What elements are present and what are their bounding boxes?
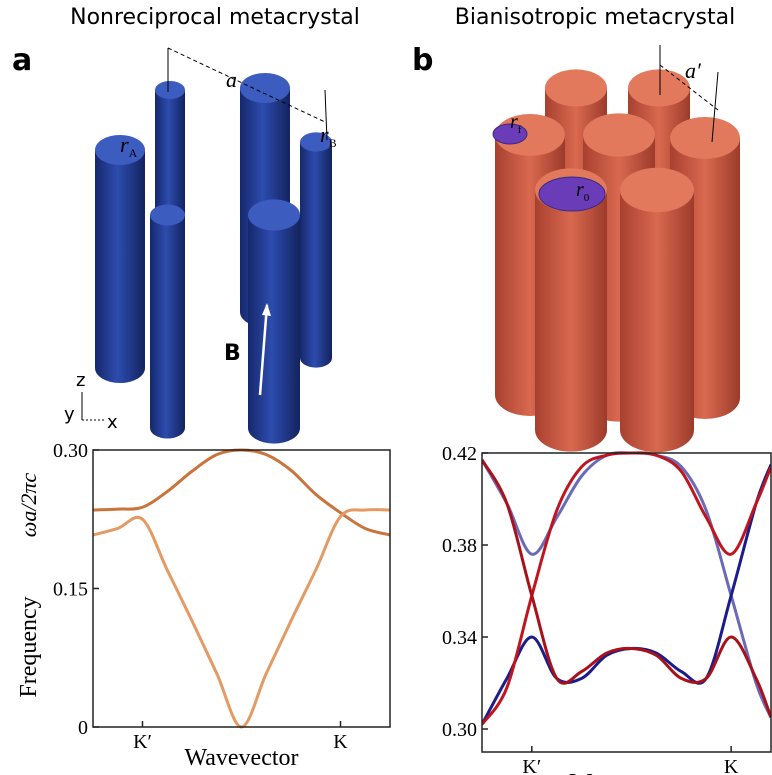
y-tick-label: 0 bbox=[78, 717, 88, 739]
x-axis-label: Wavevector bbox=[570, 770, 684, 775]
radius-label: rB bbox=[320, 122, 337, 150]
x-tick-label: K bbox=[724, 756, 739, 775]
y-axis-label: Frequency bbox=[16, 596, 42, 697]
rod-body bbox=[248, 215, 300, 428]
rod-body bbox=[150, 215, 185, 428]
symbol: r bbox=[510, 111, 518, 133]
rod-top bbox=[620, 168, 694, 212]
band-line bbox=[482, 465, 771, 725]
illustration bbox=[95, 45, 740, 452]
x-tick-label: K′ bbox=[522, 756, 541, 775]
y-tick-label: 0.30 bbox=[442, 719, 477, 741]
rod-top bbox=[150, 205, 185, 226]
subscript: f bbox=[518, 124, 522, 136]
panel-label: a bbox=[12, 43, 32, 78]
figure: a Nonreciprocal metacrystal a rA rB B z … bbox=[0, 0, 772, 775]
axis-label: x bbox=[107, 412, 118, 433]
y-tick-label: 0.34 bbox=[442, 627, 477, 649]
axis-label: y bbox=[64, 404, 75, 425]
y-tick-label: 0.42 bbox=[442, 443, 477, 465]
rod-body bbox=[535, 190, 607, 430]
y-axis-unit: ωa/2πc bbox=[16, 473, 41, 538]
subscript: B bbox=[329, 136, 337, 150]
panel-title: Bianisotropic metacrystal bbox=[455, 5, 735, 30]
rod-body bbox=[95, 150, 145, 368]
x-tick-label: K′ bbox=[133, 731, 152, 753]
y-tick-label: 0.30 bbox=[53, 440, 88, 462]
x-tick-label: K bbox=[333, 731, 348, 753]
rod-body bbox=[300, 142, 332, 358]
plot-frame bbox=[93, 450, 390, 727]
rod-top bbox=[155, 81, 185, 99]
rod-top bbox=[545, 69, 607, 106]
lattice-label: a bbox=[226, 67, 237, 92]
hole bbox=[539, 177, 605, 211]
y-tick-label: 0.38 bbox=[442, 535, 477, 557]
panel-label: b bbox=[412, 43, 433, 78]
charts: 0 0.15 0.30 K′ K Wavevector Frequency ωa/2πc 0.3… bbox=[16, 440, 771, 775]
band-line bbox=[93, 450, 390, 535]
radius-label: rf bbox=[510, 111, 522, 136]
rod-body bbox=[620, 190, 694, 430]
rod-top bbox=[240, 73, 290, 103]
band-line bbox=[93, 510, 390, 727]
lattice-label: a′ bbox=[685, 58, 702, 83]
axis-label: z bbox=[76, 370, 85, 391]
rod-top bbox=[670, 117, 740, 159]
rod-top bbox=[628, 69, 690, 106]
panel-title: Nonreciprocal metacrystal bbox=[70, 5, 360, 30]
rod-top bbox=[248, 199, 300, 230]
y-tick-label: 0.15 bbox=[53, 579, 88, 601]
band-line bbox=[482, 453, 771, 718]
rod-top bbox=[583, 113, 655, 156]
field-label: B bbox=[224, 341, 241, 366]
x-axis-label: Wavevector bbox=[185, 745, 299, 771]
subscript: 0 bbox=[584, 192, 590, 204]
subscript: A bbox=[129, 146, 138, 160]
symbol: r bbox=[576, 179, 584, 201]
plot-frame bbox=[482, 453, 771, 752]
